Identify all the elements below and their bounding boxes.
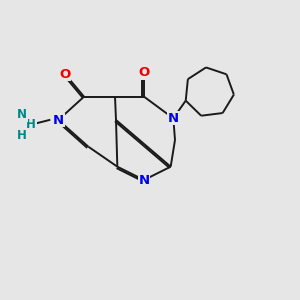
Text: N: N [17,108,27,121]
Text: H: H [26,118,36,131]
Text: H: H [17,129,27,142]
Text: O: O [138,66,150,79]
Text: N: N [168,112,179,125]
Text: N: N [138,173,150,187]
Text: O: O [59,68,70,80]
Text: N: N [53,113,64,127]
